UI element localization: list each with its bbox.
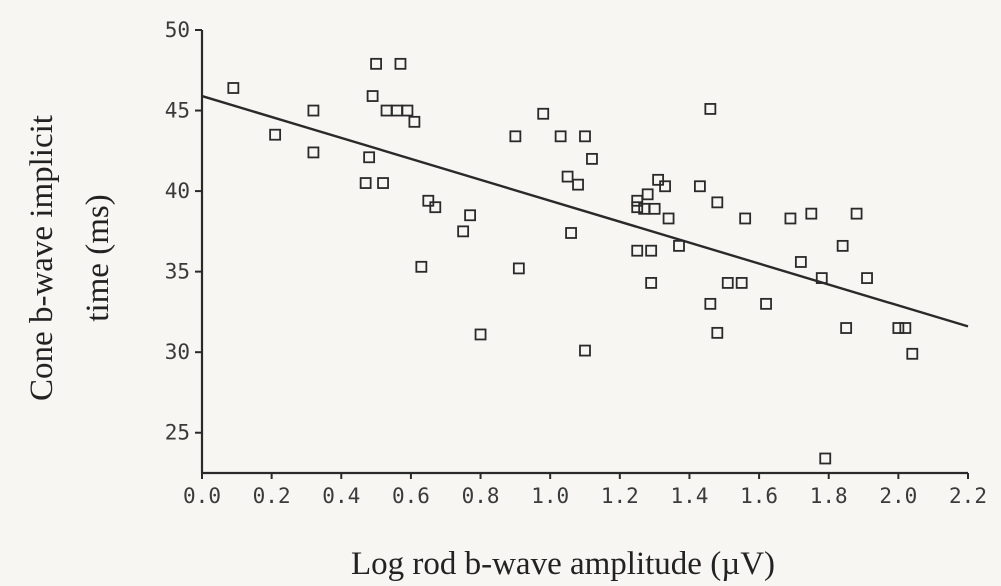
x-tick-label: 0.2 (253, 484, 291, 508)
x-tick-label: 2.0 (879, 484, 917, 508)
data-point (307, 146, 320, 159)
y-tick-label: 40 (165, 179, 190, 203)
data-point (363, 151, 376, 164)
data-point (401, 104, 414, 117)
x-tick-label: 0.6 (392, 484, 430, 508)
chart-axes (195, 29, 969, 479)
data-point (704, 103, 717, 115)
data-point (850, 207, 863, 220)
trendline-layer (201, 94, 969, 328)
y-tick-label: 45 (165, 99, 190, 123)
data-point (631, 201, 644, 214)
data-point (631, 244, 644, 257)
data-point (739, 212, 752, 225)
data-point (694, 180, 706, 193)
data-point (662, 212, 675, 225)
data-point (380, 104, 393, 117)
data-point (377, 177, 389, 189)
data-point (819, 452, 832, 465)
data-point (861, 272, 873, 284)
data-point (227, 82, 240, 94)
data-point (415, 260, 428, 273)
data-point (892, 322, 905, 334)
data-points (227, 57, 919, 465)
data-point (579, 130, 591, 143)
x-tick-label: 1.4 (670, 484, 708, 508)
data-point (370, 57, 382, 70)
y-tick-label: 25 (165, 421, 190, 445)
y-tick-label: 30 (165, 340, 190, 364)
data-point (836, 239, 849, 252)
data-point (631, 194, 644, 207)
data-point (815, 272, 828, 284)
x-tick-label: 0.4 (322, 484, 360, 508)
data-point (794, 256, 807, 268)
x-tick-label: 1.8 (810, 484, 848, 508)
data-point (840, 322, 853, 334)
data-point (537, 107, 550, 120)
data-point (429, 201, 442, 214)
data-point (579, 344, 591, 357)
data-point (561, 170, 574, 183)
x-tick-label: 0.8 (462, 484, 500, 508)
x-tick-labels: 0.0 0.2 0.4 0.6 0.8 1.0 1.2 1.4 1.6 1.8 2.0 2.2 (183, 484, 987, 508)
data-point (721, 277, 734, 289)
regression-line (201, 94, 969, 328)
data-point (805, 207, 818, 220)
y-axis-title-line-1: Cone b-wave implicit (24, 115, 60, 401)
data-point (359, 177, 372, 189)
y-tick-labels: 25 30 35 40 45 50 (165, 18, 190, 445)
data-point (572, 178, 584, 191)
data-point (711, 326, 724, 339)
data-point (366, 90, 379, 102)
data-point (422, 194, 435, 207)
data-point (457, 225, 470, 238)
data-point (464, 209, 477, 222)
y-tick-label: 35 (165, 260, 190, 284)
data-point (760, 297, 772, 310)
data-point (645, 244, 658, 257)
x-tick-label: 0.0 (183, 484, 221, 508)
data-point (512, 262, 525, 275)
y-tick-label: 50 (165, 18, 190, 42)
data-point (509, 130, 522, 143)
data-point (784, 212, 797, 225)
data-point (648, 202, 661, 215)
y-axis-title-line-2: time (ms) (80, 194, 116, 321)
data-point (899, 322, 912, 334)
data-point (652, 173, 665, 186)
data-point (474, 328, 487, 341)
data-point (645, 277, 658, 289)
data-point (586, 152, 598, 165)
data-point (711, 196, 724, 209)
data-point (735, 277, 748, 289)
data-point (641, 188, 654, 201)
x-tick-label: 1.0 (531, 484, 569, 508)
data-point (554, 130, 567, 143)
data-point (659, 180, 671, 193)
data-point (307, 104, 320, 117)
x-tick-label: 2.2 (949, 484, 987, 508)
x-tick-label: 1.6 (740, 484, 778, 508)
data-point (906, 347, 919, 360)
data-point (704, 297, 717, 310)
data-point (391, 104, 403, 117)
data-point (269, 128, 282, 141)
data-point (565, 227, 577, 239)
data-point (394, 57, 407, 70)
data-point (673, 239, 685, 252)
data-point (408, 115, 421, 128)
x-axis-title: Log rod b-wave amplitude (µV) (351, 546, 775, 582)
x-tick-label: 1.2 (601, 484, 639, 508)
